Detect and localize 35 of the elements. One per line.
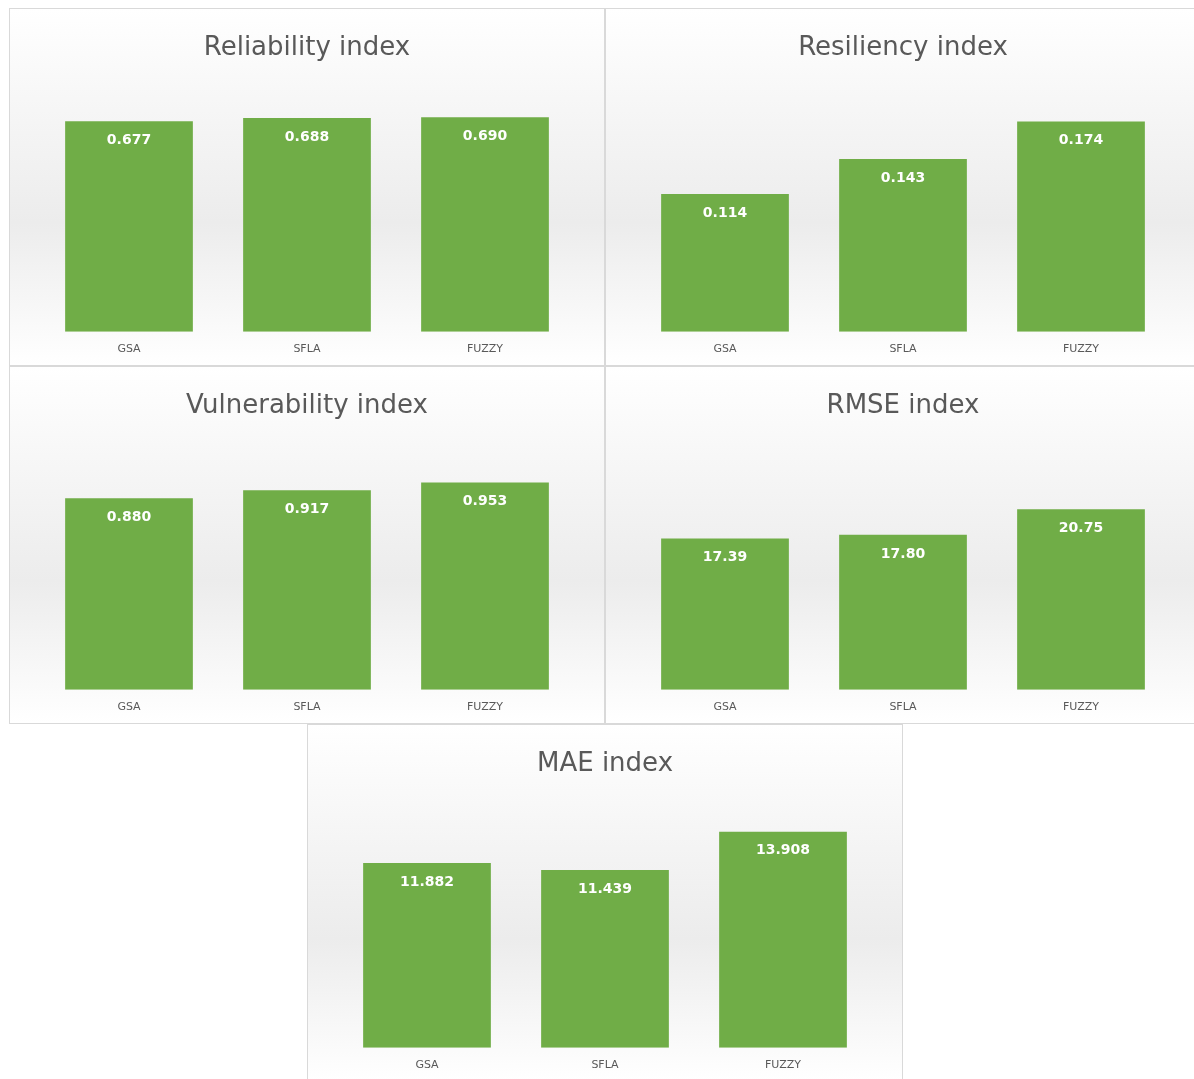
x-tick-label: FUZZY [467,342,504,356]
chart-title: RMSE index [826,389,980,420]
data-label: 0.953 [462,492,508,509]
x-tick-label: SFLA [591,1058,620,1072]
x-tick-label: SFLA [293,700,322,714]
x-tick-label: GSA [713,700,738,714]
data-label: 0.677 [106,130,152,147]
x-tick-label: FUZZY [765,1058,802,1072]
x-tick-label: SFLA [889,700,918,714]
data-label: 0.174 [1058,131,1104,148]
data-label: 0.880 [106,507,152,524]
data-label: 0.690 [462,126,508,143]
chart-title: MAE index [536,747,674,778]
x-tick-label: FUZZY [467,700,504,714]
x-tick-label: GSA [713,342,738,356]
x-tick-label: GSA [415,1058,440,1072]
x-tick-label: SFLA [889,342,918,356]
data-label: 11.439 [577,879,633,896]
x-tick-label: FUZZY [1063,700,1100,714]
x-tick-label: GSA [117,700,142,714]
data-label: 20.75 [1058,518,1104,535]
data-label: 11.882 [399,872,455,889]
x-tick-label: SFLA [293,342,322,356]
data-label: 13.908 [755,841,811,858]
x-tick-label: GSA [117,342,142,356]
chart-title: Reliability index [203,31,411,62]
data-label: 0.688 [284,127,330,144]
x-tick-label: FUZZY [1063,342,1100,356]
data-label: 0.114 [702,203,748,220]
data-label: 0.917 [284,499,330,516]
data-label: 0.143 [880,168,926,185]
chart-title: Vulnerability index [186,389,428,420]
data-label: 17.39 [702,548,748,565]
data-label: 17.80 [880,544,926,561]
chart-title: Resiliency index [798,31,1008,62]
